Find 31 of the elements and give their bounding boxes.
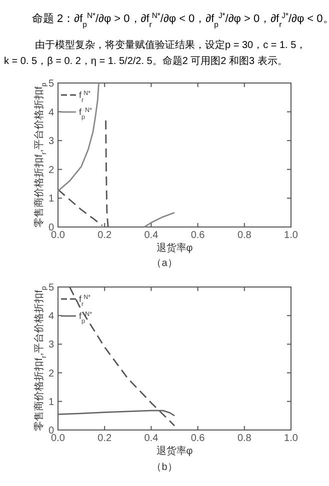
y-tick-label: 4 [48,311,54,322]
x-axis-title: 退货率φ [156,445,194,457]
y-tick-label: 3 [48,136,54,148]
x-tick-label: 0.4 [144,433,159,444]
y-tick-label: 5 [48,78,54,90]
line-series [144,212,176,228]
y-tick-label: 1 [48,194,54,205]
text: k = 0. 5，β = 0. 2，η = 1. 5/2/2. 5。命题2 可用图2 和图3 表示。 [4,55,288,67]
x-axis-title: 退货率φ [156,242,194,254]
x-tick-label: 0.2 [98,433,112,444]
x-tick-label: 0.2 [98,230,112,241]
x-tick-label: 0.0 [51,433,66,444]
text: （b） [152,462,178,473]
y-tick-label: 3 [48,340,54,351]
text: 命题 2：∂f$_{p}$$^{N*}$/∂φ > 0，∂f$_{r}$$^{N*}$/∂φ < 0，∂f$_{p}$$^{J*}$/∂φ > 0，∂f$_{r}$$^{J*}$/∂φ < 0。 [32,10,329,28]
x-tick-label: 0.4 [144,230,159,241]
y-tick-label: 4 [48,107,54,118]
x-tick-label: 0.0 [51,230,66,241]
x-tick-label: 1.0 [284,433,298,444]
line-series [57,82,100,192]
x-tick-label: 0.8 [237,230,252,241]
y-tick-label: 5 [48,282,54,294]
x-tick-label: 0.6 [190,230,206,241]
y-tick-label: 2 [48,164,54,176]
y-tick-label: 1 [48,396,54,408]
y-tick-label: 2 [48,368,54,380]
text: 由于模型复杂，将变量赋值验证结果，设定p = 30，c = 1. 5， [35,39,306,51]
x-tick-label: 0.8 [237,433,252,444]
x-tick-label: 0.6 [190,433,206,444]
text: （a） [152,258,178,269]
x-tick-label: 1.0 [284,230,298,241]
